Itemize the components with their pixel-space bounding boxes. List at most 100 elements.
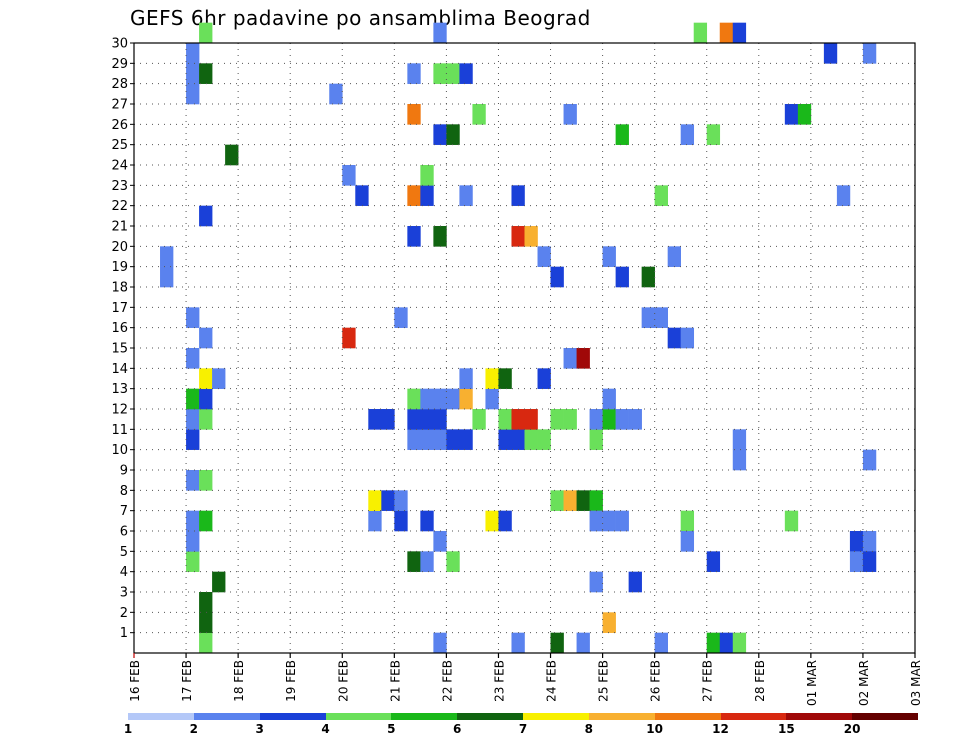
- heatmap-cell: [511, 409, 525, 430]
- heatmap-cell: [732, 449, 747, 471]
- heatmap-cell: [342, 327, 356, 349]
- heatmap-cell: [563, 104, 577, 125]
- heatmap-cell: [498, 429, 512, 450]
- heatmap-cell: [537, 246, 551, 267]
- heatmap-cell: [797, 104, 812, 125]
- y-tick-label: 8: [120, 484, 128, 499]
- heatmap-cell: [199, 368, 213, 389]
- heatmap-cell: [654, 307, 668, 328]
- y-tick-label: 4: [120, 565, 128, 580]
- y-tick-label: 28: [111, 77, 128, 92]
- heatmap-cell: [550, 490, 564, 511]
- x-tick-label: 19 FEB: [284, 660, 298, 702]
- heatmap-cell: [589, 409, 603, 430]
- heatmap-cell: [420, 165, 434, 186]
- legend-label: 7: [518, 722, 528, 736]
- legend-swatch: [193, 713, 261, 720]
- heatmap-cell: [459, 63, 473, 84]
- heatmap-cell: [498, 510, 512, 532]
- legend-swatch: [128, 713, 195, 720]
- y-tick-label: 7: [120, 504, 128, 519]
- heatmap-cell: [446, 388, 460, 410]
- heatmap-cell: [667, 327, 681, 349]
- heatmap-cell: [394, 490, 408, 511]
- heatmap-cell: [511, 226, 525, 247]
- heatmap-cell: [537, 368, 551, 389]
- x-tick-label: 03 MAR: [909, 660, 923, 706]
- heatmap-cell: [732, 429, 747, 450]
- legend-swatch: [852, 713, 919, 720]
- heatmap-cell: [862, 43, 877, 64]
- heatmap-cell: [186, 348, 200, 369]
- heatmap-cell: [160, 266, 174, 288]
- heatmap-cell: [407, 388, 421, 410]
- heatmap-cell: [186, 63, 200, 84]
- color-legend: 1 2 3 4 5 6 7 8 10 12 15 20: [124, 713, 919, 741]
- legend-label: 1: [123, 722, 133, 736]
- heatmap-cell: [602, 409, 616, 430]
- x-tick-label: 02 MAR: [857, 660, 871, 706]
- heatmap-cell: [199, 510, 213, 532]
- heatmap-cell: [784, 104, 799, 125]
- heatmap-cell: [199, 612, 213, 633]
- heatmap-cell: [511, 185, 525, 206]
- heatmap-cell: [563, 490, 577, 511]
- heatmap-cell: [472, 104, 486, 125]
- y-tick-label: 22: [111, 199, 128, 214]
- heatmap-cell: [212, 571, 226, 593]
- legend-swatch: [588, 713, 656, 720]
- heatmap-cell: [381, 490, 395, 511]
- heatmap-cell: [628, 571, 642, 593]
- heatmap-cell: [420, 388, 434, 410]
- y-tick-label: 25: [111, 138, 128, 153]
- heatmap-cell: [433, 531, 447, 552]
- heatmap-cell: [446, 63, 460, 84]
- heatmap-cell: [420, 510, 434, 532]
- heatmap-cell: [368, 490, 382, 511]
- x-tick-label: 21 FEB: [388, 660, 402, 702]
- heatmap-cell: [186, 531, 200, 552]
- y-tick-label: 2: [120, 606, 128, 621]
- heatmap-cell: [576, 490, 590, 511]
- y-tick-label: 20: [111, 240, 128, 255]
- y-tick-label: 10: [111, 443, 128, 458]
- heatmap-cell: [732, 22, 747, 44]
- legend-swatch: [391, 713, 458, 720]
- heatmap-cell: [680, 327, 695, 349]
- heatmap-cell: [485, 368, 499, 389]
- heatmap-cell: [628, 409, 642, 430]
- x-tick-label: 20 FEB: [336, 660, 350, 702]
- heatmap-cell: [329, 83, 343, 105]
- y-tick-label: 15: [111, 342, 128, 357]
- heatmap-cell: [602, 388, 616, 410]
- heatmap-cell: [719, 632, 734, 654]
- heatmap-cell: [823, 43, 838, 64]
- heatmap-cell: [225, 144, 239, 166]
- heatmap-cell: [602, 510, 616, 532]
- heatmap-cell: [381, 409, 395, 430]
- y-tick-label: 14: [111, 362, 128, 377]
- y-tick-label: 9: [120, 464, 128, 479]
- heatmap-cell: [537, 429, 551, 450]
- x-tick-label: 28 FEB: [753, 660, 767, 702]
- heatmap-cell: [550, 632, 564, 654]
- heatmap-cell: [407, 429, 421, 450]
- heatmap-cell: [706, 124, 721, 145]
- y-tick-label: 30: [111, 37, 128, 52]
- y-tick-label: 19: [111, 260, 128, 275]
- heatmap-cell: [407, 104, 421, 125]
- heatmap-cell: [849, 531, 864, 552]
- heatmap-cell: [706, 632, 721, 654]
- legend-label: 2: [189, 722, 199, 736]
- heatmap-cell: [186, 307, 200, 328]
- x-tick-label: 25 FEB: [597, 660, 611, 702]
- x-tick-label: 16 FEB: [128, 660, 142, 702]
- heatmap-cell: [186, 43, 200, 64]
- y-tick-label: 5: [120, 545, 128, 560]
- heatmap-cell: [563, 348, 577, 369]
- heatmap-cell: [199, 409, 213, 430]
- legend-swatch: [457, 713, 524, 720]
- legend-label: 6: [452, 722, 462, 736]
- heatmap-cell: [420, 429, 434, 450]
- heatmap-cell: [199, 327, 213, 349]
